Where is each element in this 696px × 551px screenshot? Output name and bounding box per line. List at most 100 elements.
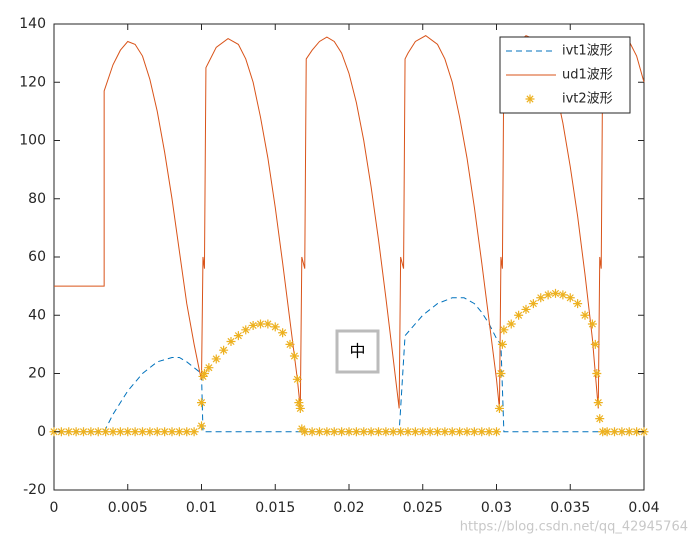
star-marker — [300, 427, 310, 437]
star-marker — [219, 345, 229, 355]
star-marker — [197, 421, 206, 431]
star-marker — [381, 427, 391, 437]
star-marker — [56, 427, 66, 437]
star-marker — [418, 427, 428, 437]
star-marker — [447, 427, 457, 437]
star-marker — [497, 339, 507, 349]
star-marker — [595, 414, 605, 424]
star-marker — [469, 427, 479, 437]
star-marker — [329, 427, 339, 437]
star-marker — [198, 371, 208, 381]
x-tick-label: 0.025 — [403, 500, 443, 516]
y-tick-label: 120 — [19, 74, 46, 90]
x-tick-label: 0.035 — [550, 500, 590, 516]
star-marker — [167, 427, 177, 437]
star-marker — [536, 293, 546, 303]
star-marker — [248, 320, 258, 330]
star-marker — [199, 369, 209, 378]
star-marker — [295, 403, 305, 413]
star-marker — [263, 319, 273, 329]
x-tick-label: 0 — [50, 500, 59, 516]
star-marker — [285, 339, 295, 349]
star-marker — [138, 427, 147, 437]
star-marker — [514, 310, 524, 320]
star-marker — [617, 427, 627, 437]
legend-label: ud1波形 — [562, 68, 613, 83]
star-marker — [425, 427, 435, 437]
star-marker — [484, 427, 494, 437]
star-marker — [270, 322, 280, 332]
star-marker — [593, 398, 603, 408]
star-marker — [294, 398, 304, 408]
legend-swatch — [525, 94, 535, 104]
y-tick-label: 40 — [28, 307, 46, 323]
star-marker — [115, 427, 125, 437]
legend-label: ivt2波形 — [562, 92, 613, 107]
star-marker — [197, 398, 206, 408]
star-marker — [543, 290, 553, 300]
legend: ivt1波形 ud1波形 ivt2波形 — [499, 36, 631, 114]
legend-label: ivt1波形 — [562, 44, 613, 59]
star-marker — [396, 427, 406, 437]
x-tick-label: 0.005 — [108, 500, 148, 516]
star-marker — [403, 427, 413, 437]
star-marker — [344, 427, 354, 437]
star-marker — [130, 427, 140, 437]
star-marker — [551, 288, 560, 298]
star-marker — [374, 427, 383, 437]
ime-indicator: 中 — [349, 342, 365, 361]
y-tick-label: 0 — [37, 424, 46, 440]
star-marker — [521, 304, 531, 314]
star-marker — [307, 427, 317, 437]
star-marker — [182, 427, 192, 437]
star-marker — [123, 427, 133, 437]
star-marker — [71, 427, 81, 437]
star-marker — [565, 293, 575, 303]
y-tick-label: 60 — [28, 249, 46, 265]
star-marker — [602, 427, 612, 437]
star-marker — [558, 290, 568, 300]
star-marker — [351, 427, 361, 437]
star-marker — [211, 354, 221, 364]
watermark: https://blog.csdn.net/qq_42945764 — [460, 520, 688, 535]
x-tick-label: 0.03 — [481, 500, 512, 516]
star-marker — [160, 427, 170, 437]
star-marker — [580, 310, 590, 320]
star-marker — [610, 427, 619, 437]
star-marker — [174, 427, 184, 437]
star-marker — [64, 427, 74, 437]
star-marker — [359, 427, 369, 437]
star-marker — [632, 427, 642, 437]
x-tick-label: 0.04 — [628, 500, 659, 516]
star-marker — [101, 427, 111, 437]
star-marker — [152, 427, 162, 437]
star-marker — [462, 427, 472, 437]
x-tick-label: 0.02 — [333, 500, 364, 516]
star-marker — [337, 427, 347, 437]
star-marker — [592, 369, 602, 378]
y-tick-label: 100 — [19, 133, 46, 149]
star-marker — [226, 336, 236, 346]
star-marker — [93, 427, 103, 437]
star-marker — [108, 427, 118, 437]
star-marker — [292, 374, 302, 384]
star-marker — [233, 331, 243, 341]
star-marker — [455, 427, 465, 437]
x-tick-label: 0.015 — [255, 500, 295, 516]
star-marker — [499, 325, 509, 335]
star-marker — [410, 427, 420, 437]
star-marker — [496, 369, 506, 378]
star-marker — [492, 427, 501, 437]
star-marker — [145, 427, 155, 437]
star-marker — [289, 351, 299, 361]
star-marker — [366, 427, 376, 437]
star-marker — [506, 319, 516, 329]
y-tick-label: -20 — [23, 482, 46, 498]
star-marker — [204, 363, 214, 373]
star-marker — [241, 325, 251, 335]
star-marker — [494, 403, 504, 413]
star-marker — [315, 427, 324, 437]
star-marker — [79, 427, 88, 437]
